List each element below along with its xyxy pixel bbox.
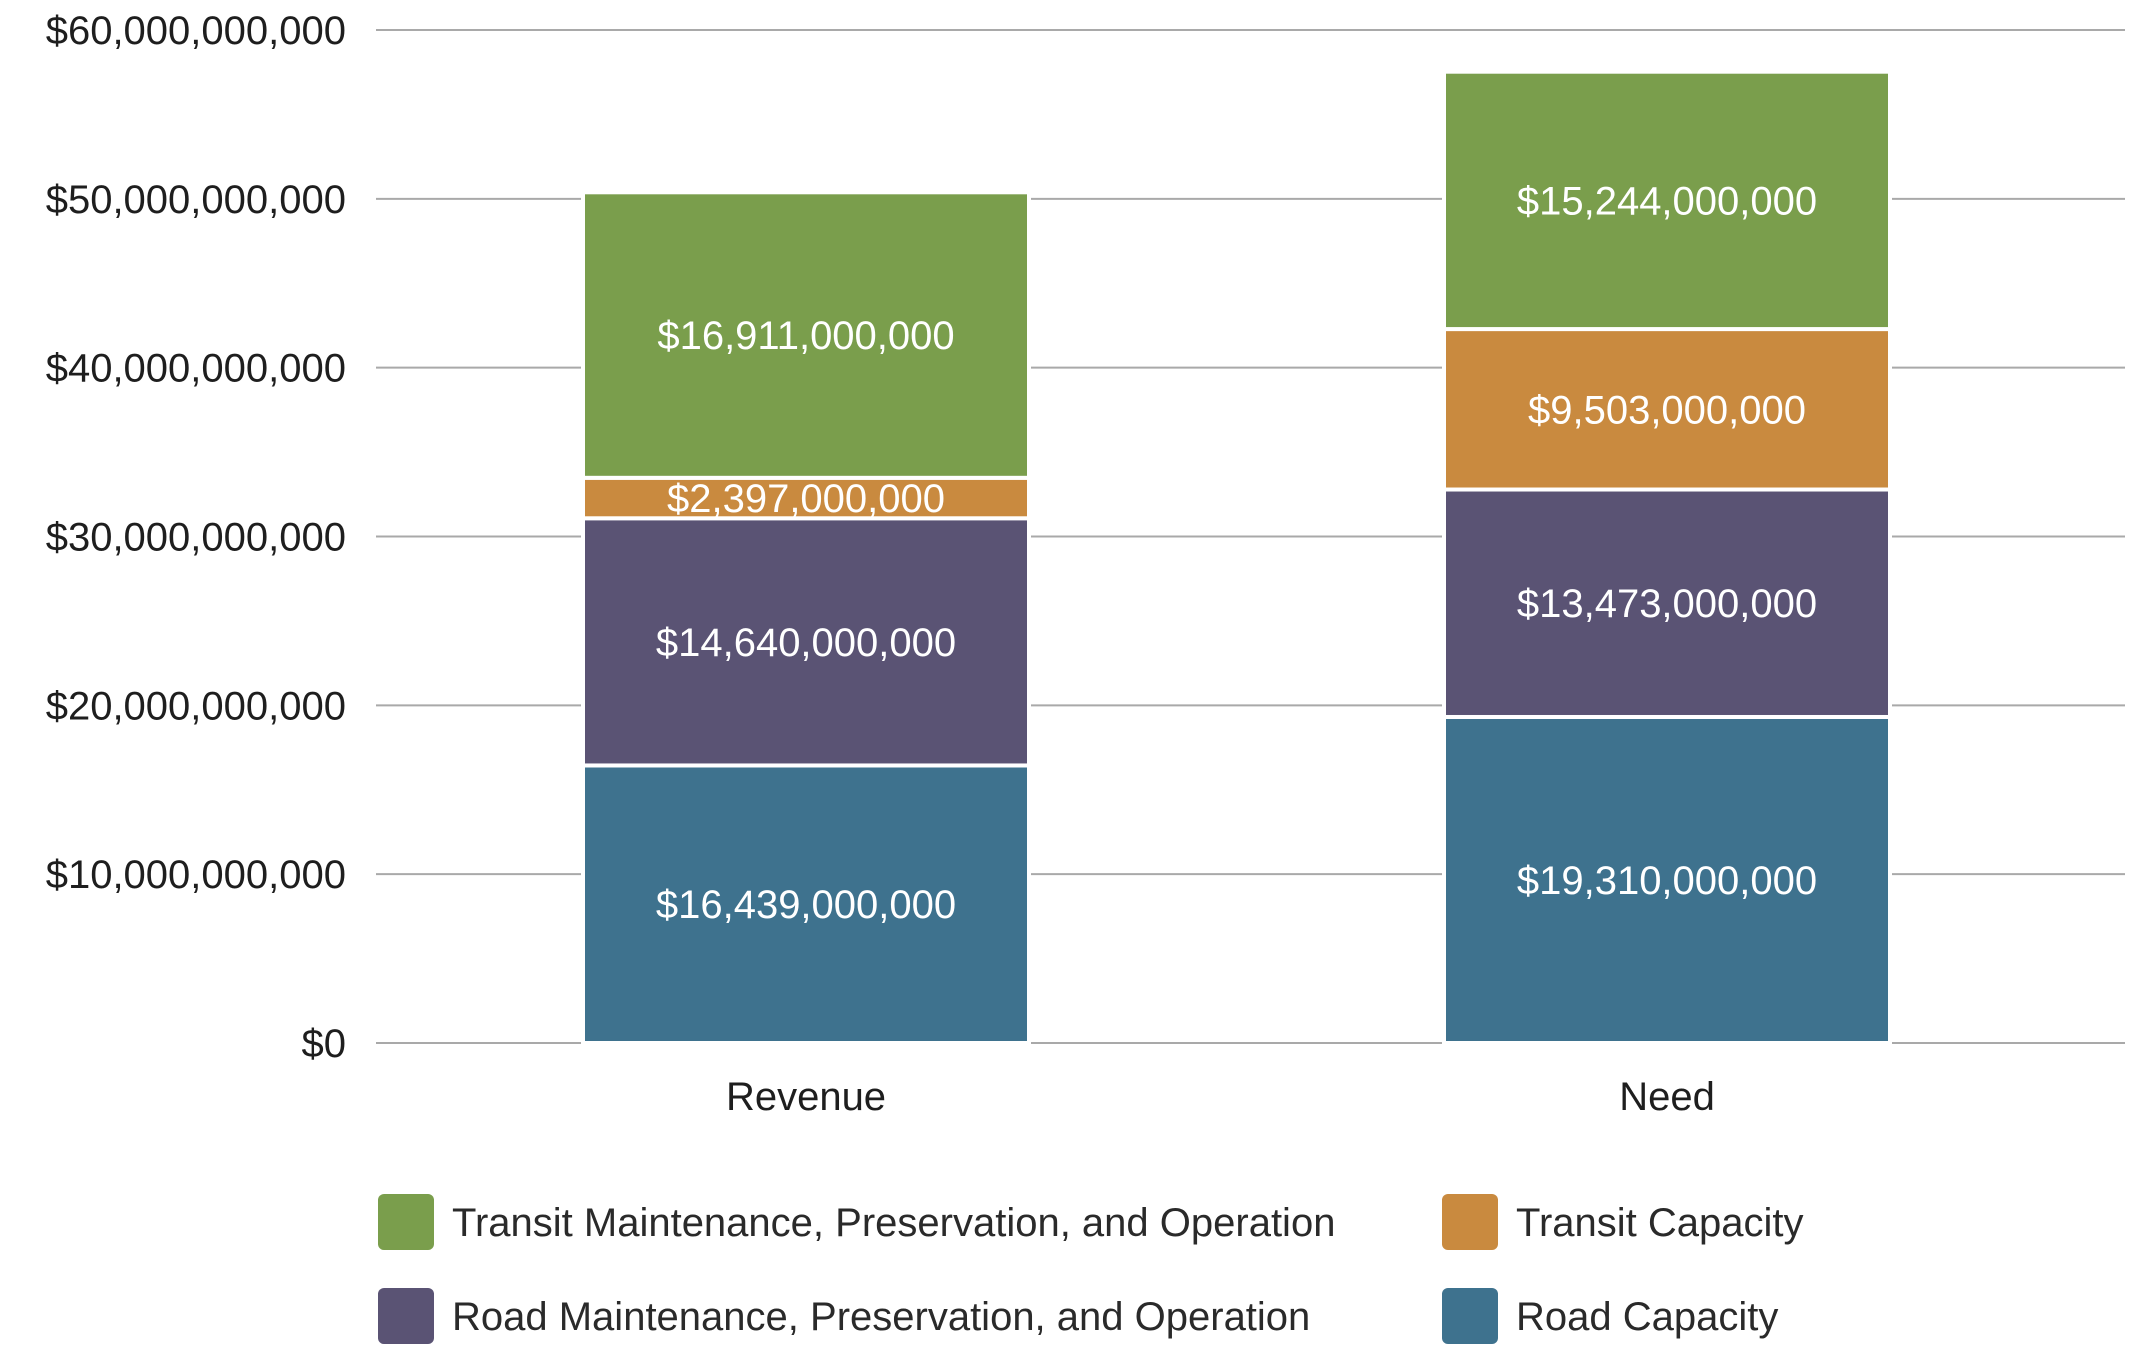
x-category-label: Revenue	[726, 1075, 886, 1119]
legend-label: Road Capacity	[1516, 1295, 1778, 1339]
y-tick-label: $10,000,000,000	[46, 853, 346, 897]
bar-segment	[581, 516, 1031, 768]
bar-segment	[581, 475, 1031, 521]
y-axis: $0 $10,000,000,000 $20,000,000,000 $30,000,…	[46, 9, 346, 1066]
y-tick-label: $0	[302, 1022, 347, 1066]
bar-value-label: $16,439,000,000	[656, 883, 956, 927]
bar-segment	[1442, 327, 1892, 492]
bar-segment	[1442, 69, 1892, 332]
legend-swatch	[378, 1288, 434, 1344]
bar-segment	[581, 190, 1031, 480]
legend-swatch	[378, 1194, 434, 1250]
bar-segment	[581, 763, 1031, 1045]
bar-value-label: $2,397,000,000	[667, 477, 945, 521]
legend-label: Transit Capacity	[1516, 1201, 1804, 1245]
y-tick-label: $50,000,000,000	[46, 178, 346, 222]
bar-value-label: $16,911,000,000	[657, 314, 954, 358]
y-tick-label: $60,000,000,000	[46, 9, 346, 53]
legend-swatch	[1442, 1194, 1498, 1250]
y-tick-label: $40,000,000,000	[46, 347, 346, 391]
y-tick-label: $20,000,000,000	[46, 684, 346, 728]
x-axis: Revenue Need	[726, 1075, 1715, 1119]
legend-swatch	[1442, 1288, 1498, 1344]
legend-label: Transit Maintenance, Preservation, and O…	[452, 1201, 1335, 1245]
bar-segment	[1442, 487, 1892, 719]
bar-value-label: $15,244,000,000	[1517, 179, 1817, 223]
legend-label: Road Maintenance, Preservation, and Oper…	[452, 1295, 1310, 1339]
y-tick-label: $30,000,000,000	[46, 516, 346, 560]
bar-value-label: $19,310,000,000	[1517, 859, 1817, 903]
bar-segment	[1442, 714, 1892, 1046]
bar-value-label: $14,640,000,000	[656, 621, 956, 665]
x-category-label: Need	[1619, 1075, 1715, 1119]
bar-value-label: $9,503,000,000	[1528, 388, 1806, 432]
legend: Transit Maintenance, Preservation, and O…	[378, 1194, 1804, 1344]
bar-value-label: $13,473,000,000	[1517, 582, 1817, 626]
bars: $16,439,000,000 $14,640,000,000 $2,397,000…	[581, 69, 1892, 1046]
